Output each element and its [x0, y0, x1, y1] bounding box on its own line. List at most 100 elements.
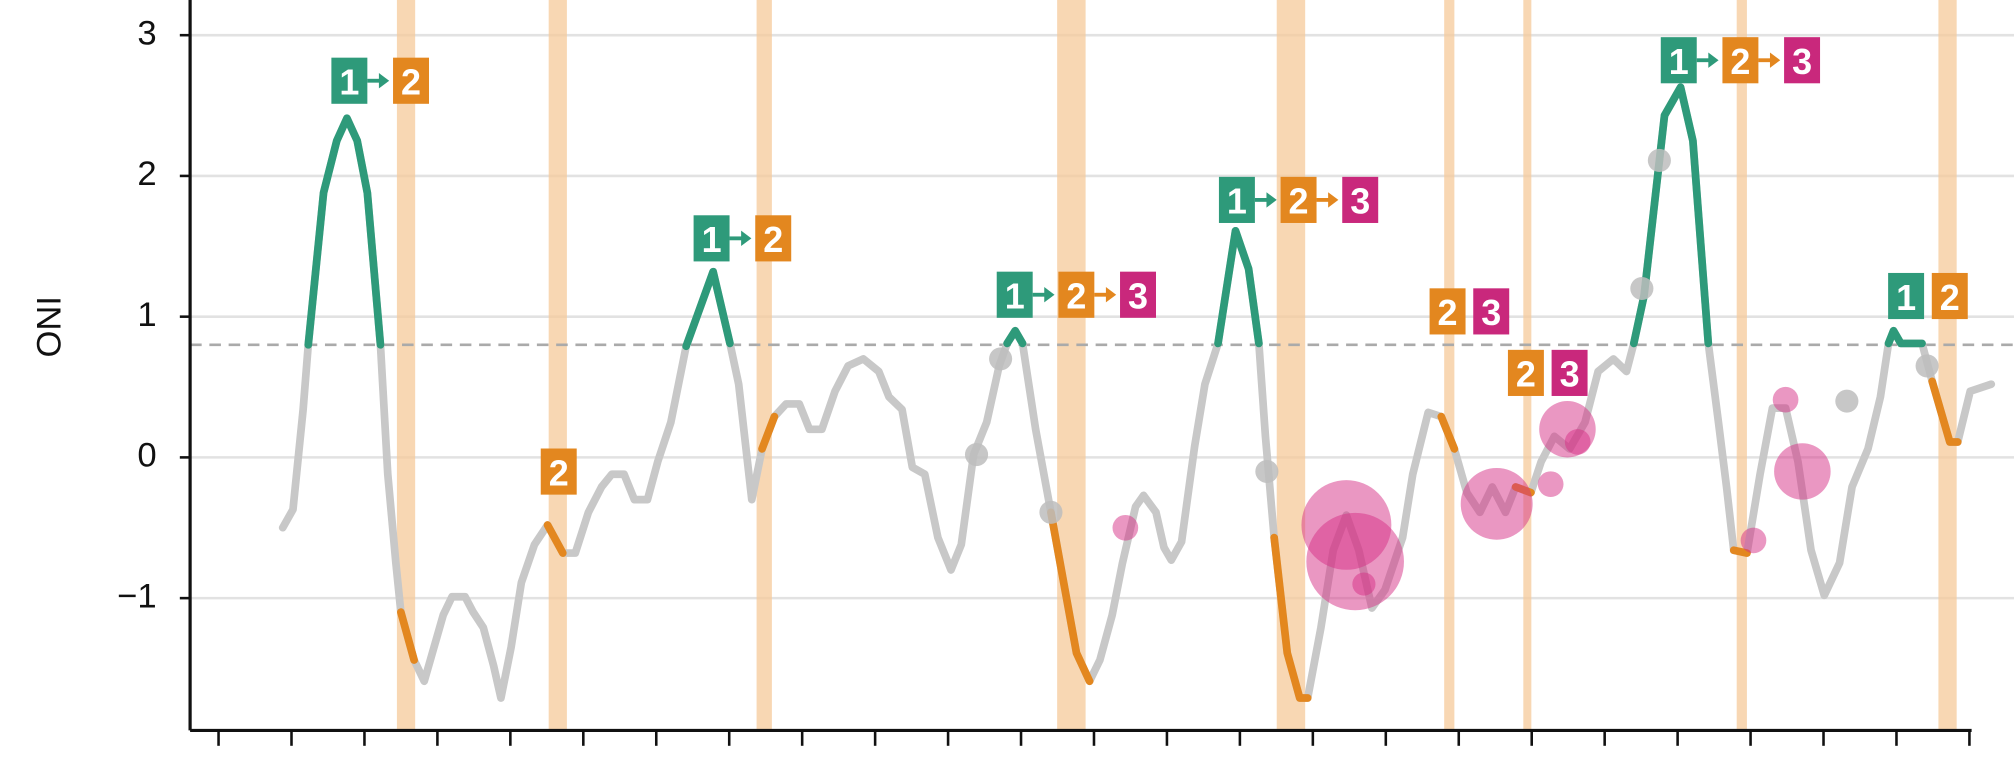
badge — [1931, 272, 1968, 320]
bubble — [1774, 443, 1831, 500]
gray-dot — [1915, 354, 1939, 378]
badge-label: 1 — [339, 62, 359, 103]
badge — [755, 215, 792, 262]
badge — [540, 448, 577, 495]
arrow-head — [1328, 192, 1339, 208]
badge — [1429, 288, 1466, 335]
badge-label: 1 — [702, 219, 722, 260]
badge-label: 1 — [1227, 181, 1247, 222]
badge-label: 3 — [1792, 41, 1812, 82]
oni-line — [1214, 226, 1263, 348]
bubble — [1537, 471, 1564, 497]
bubble — [1112, 514, 1139, 541]
badge — [1888, 272, 1925, 320]
badge — [1784, 37, 1821, 84]
arrow-head — [1266, 192, 1277, 208]
oni-line — [1047, 508, 1094, 686]
bubble — [1564, 429, 1591, 455]
badge-label: 2 — [1516, 354, 1536, 395]
badge-label: 2 — [549, 452, 569, 493]
highlight-band — [548, 0, 567, 731]
badge-label: 2 — [763, 219, 783, 260]
bubble — [1352, 572, 1376, 596]
badge-label: 3 — [1481, 292, 1501, 333]
oni-line — [1729, 546, 1751, 557]
badge-label: 3 — [1128, 276, 1148, 317]
badge — [1722, 37, 1759, 84]
badge — [1473, 288, 1510, 335]
oni-line — [1270, 533, 1312, 702]
badge — [1507, 349, 1544, 396]
highlight-band — [1938, 0, 1957, 731]
oni-line — [278, 83, 1996, 702]
badge-label: 2 — [1066, 276, 1086, 317]
badge — [1120, 271, 1156, 318]
oni-line — [304, 114, 385, 349]
badge — [1342, 176, 1379, 223]
y-tick-label: 3 — [137, 14, 156, 52]
arrow-head — [378, 73, 390, 89]
oni-line — [1629, 83, 1713, 348]
oni-line — [1003, 326, 1027, 348]
bubble — [1306, 512, 1404, 611]
arrow-head — [1708, 52, 1719, 68]
badge-label: 1 — [1005, 276, 1025, 317]
gray-dot — [989, 347, 1013, 371]
arrow-head — [1105, 287, 1117, 303]
y-tick-label: 1 — [137, 296, 156, 334]
badge — [331, 57, 368, 104]
highlight-band — [1444, 0, 1455, 731]
oni-line — [758, 412, 779, 453]
badge — [1660, 37, 1697, 84]
badge-label: 2 — [401, 62, 421, 103]
badge-label: 2 — [1730, 41, 1750, 82]
y-tick-label: 2 — [137, 155, 156, 193]
gray-dot — [1630, 276, 1654, 301]
highlight-band — [396, 0, 416, 731]
y-tick-label: −1 — [117, 577, 157, 615]
gray-dot — [1255, 459, 1279, 484]
badge-label: 1 — [1669, 41, 1689, 82]
highlight-band — [756, 0, 772, 731]
oni-line — [1928, 377, 1962, 446]
annotation: 2 — [540, 448, 577, 495]
badge-label: 2 — [1940, 277, 1960, 318]
badge — [693, 215, 730, 262]
badge — [393, 57, 430, 104]
badge — [1218, 176, 1255, 223]
badge-label: 2 — [1438, 292, 1458, 333]
badge-label: 3 — [1350, 181, 1370, 222]
y-axis-label: ONI — [30, 296, 68, 357]
badge — [996, 271, 1033, 318]
bubble — [1740, 527, 1767, 554]
oni-line — [397, 608, 418, 664]
gray-dot — [1039, 500, 1063, 524]
oni-line — [1437, 412, 1459, 453]
badge-label: 3 — [1560, 354, 1580, 395]
oni-line — [1884, 326, 1926, 348]
bubble — [1460, 467, 1533, 540]
gray-dot — [1835, 389, 1859, 413]
oni-line — [543, 521, 567, 557]
arrow-head — [741, 230, 752, 247]
badge-label: 1 — [1896, 277, 1916, 318]
badge-label: 2 — [1289, 181, 1309, 222]
oni-line — [682, 267, 734, 351]
arrow-head — [1769, 52, 1781, 68]
highlight-band — [1736, 0, 1747, 731]
gray-dot — [964, 443, 989, 467]
bubble — [1772, 386, 1799, 413]
badge — [1058, 271, 1095, 318]
gray-dot — [1647, 148, 1671, 172]
badge — [1280, 176, 1317, 223]
badge — [1551, 349, 1588, 396]
